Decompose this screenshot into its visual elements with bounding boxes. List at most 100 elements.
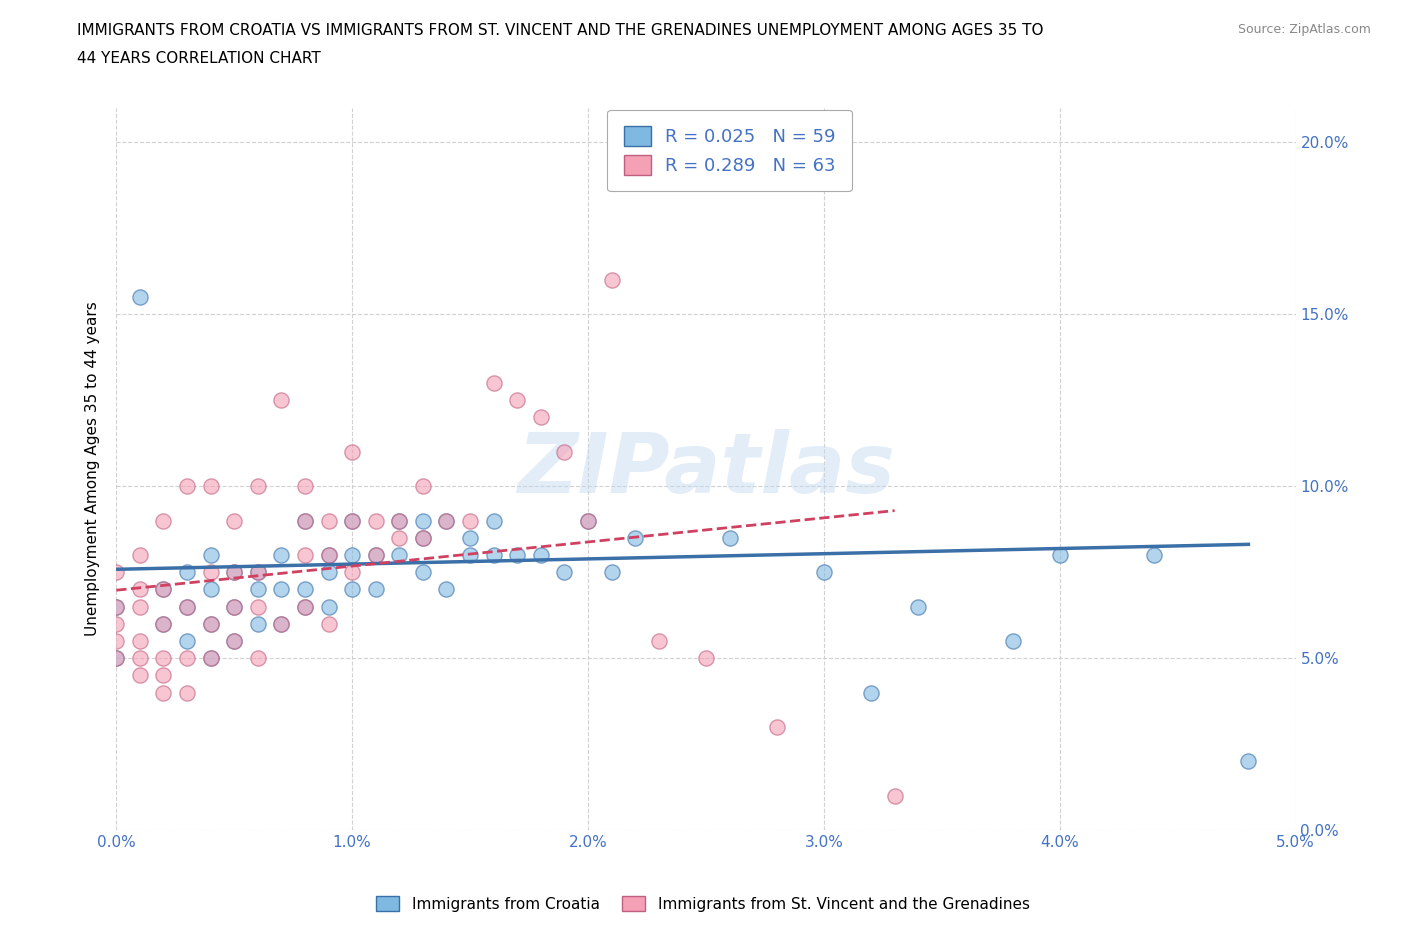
Point (695, 153, 717, 167)
Point (458, 548, 481, 563)
Point (224, 633, 246, 648)
Point (318, 548, 340, 563)
Point (270, 617, 292, 631)
Point (718, 530, 741, 545)
Point (105, 599, 128, 614)
Point (482, 376, 505, 391)
Point (246, 565, 269, 579)
Point (695, 651, 717, 666)
Point (152, 582, 174, 597)
Point (128, 651, 150, 666)
Point (340, 582, 363, 597)
Point (624, 530, 647, 545)
Point (294, 599, 316, 614)
Point (576, 513, 599, 528)
Point (152, 668, 174, 683)
Point (388, 548, 411, 563)
Point (506, 392, 529, 407)
Point (860, 685, 883, 700)
Point (294, 513, 316, 528)
Point (318, 599, 340, 614)
Point (200, 651, 222, 666)
Text: Source: ZipAtlas.com: Source: ZipAtlas.com (1237, 23, 1371, 36)
Point (813, 565, 835, 579)
Point (318, 513, 340, 528)
Point (200, 565, 222, 579)
Point (482, 548, 505, 563)
Point (340, 565, 363, 579)
Point (506, 548, 529, 563)
Point (412, 530, 434, 545)
Point (200, 617, 222, 631)
Point (340, 445, 363, 459)
Point (270, 548, 292, 563)
Point (200, 617, 222, 631)
Point (318, 548, 340, 563)
Point (765, 720, 787, 735)
Point (340, 548, 363, 563)
Point (412, 565, 434, 579)
Point (224, 513, 246, 528)
Point (648, 633, 671, 648)
Point (152, 617, 174, 631)
Point (907, 599, 929, 614)
Point (246, 599, 269, 614)
Point (600, 272, 623, 287)
Point (152, 582, 174, 597)
Point (105, 651, 128, 666)
Point (176, 599, 198, 614)
Point (246, 479, 269, 494)
Text: ZIPatlas: ZIPatlas (517, 429, 894, 510)
Point (152, 685, 174, 700)
Point (553, 565, 575, 579)
Legend: R = 0.025   N = 59, R = 0.289   N = 63: R = 0.025 N = 59, R = 0.289 N = 63 (607, 110, 852, 191)
Point (318, 565, 340, 579)
Point (246, 651, 269, 666)
Point (883, 789, 905, 804)
Point (128, 289, 150, 304)
Point (152, 617, 174, 631)
Point (294, 599, 316, 614)
Point (294, 548, 316, 563)
Point (294, 582, 316, 597)
Point (224, 565, 246, 579)
Point (105, 633, 128, 648)
Point (176, 651, 198, 666)
Point (364, 582, 387, 597)
Point (176, 599, 198, 614)
Point (200, 651, 222, 666)
Point (246, 565, 269, 579)
Point (576, 513, 599, 528)
Point (128, 582, 150, 597)
Point (1001, 633, 1024, 648)
Point (200, 548, 222, 563)
Point (600, 565, 623, 579)
Point (388, 513, 411, 528)
Point (388, 530, 411, 545)
Point (128, 599, 150, 614)
Point (224, 599, 246, 614)
Point (340, 513, 363, 528)
Point (530, 410, 553, 425)
Point (436, 582, 458, 597)
Point (458, 513, 481, 528)
Point (105, 617, 128, 631)
Point (294, 513, 316, 528)
Point (436, 513, 458, 528)
Point (553, 445, 575, 459)
Point (200, 479, 222, 494)
Point (1237, 754, 1260, 769)
Point (105, 651, 128, 666)
Point (270, 617, 292, 631)
Point (364, 513, 387, 528)
Point (364, 548, 387, 563)
Point (482, 513, 505, 528)
Y-axis label: Unemployment Among Ages 35 to 44 years: Unemployment Among Ages 35 to 44 years (86, 301, 100, 636)
Point (200, 582, 222, 597)
Point (270, 392, 292, 407)
Point (412, 479, 434, 494)
Point (152, 651, 174, 666)
Point (128, 668, 150, 683)
Point (1049, 548, 1071, 563)
Point (128, 548, 150, 563)
